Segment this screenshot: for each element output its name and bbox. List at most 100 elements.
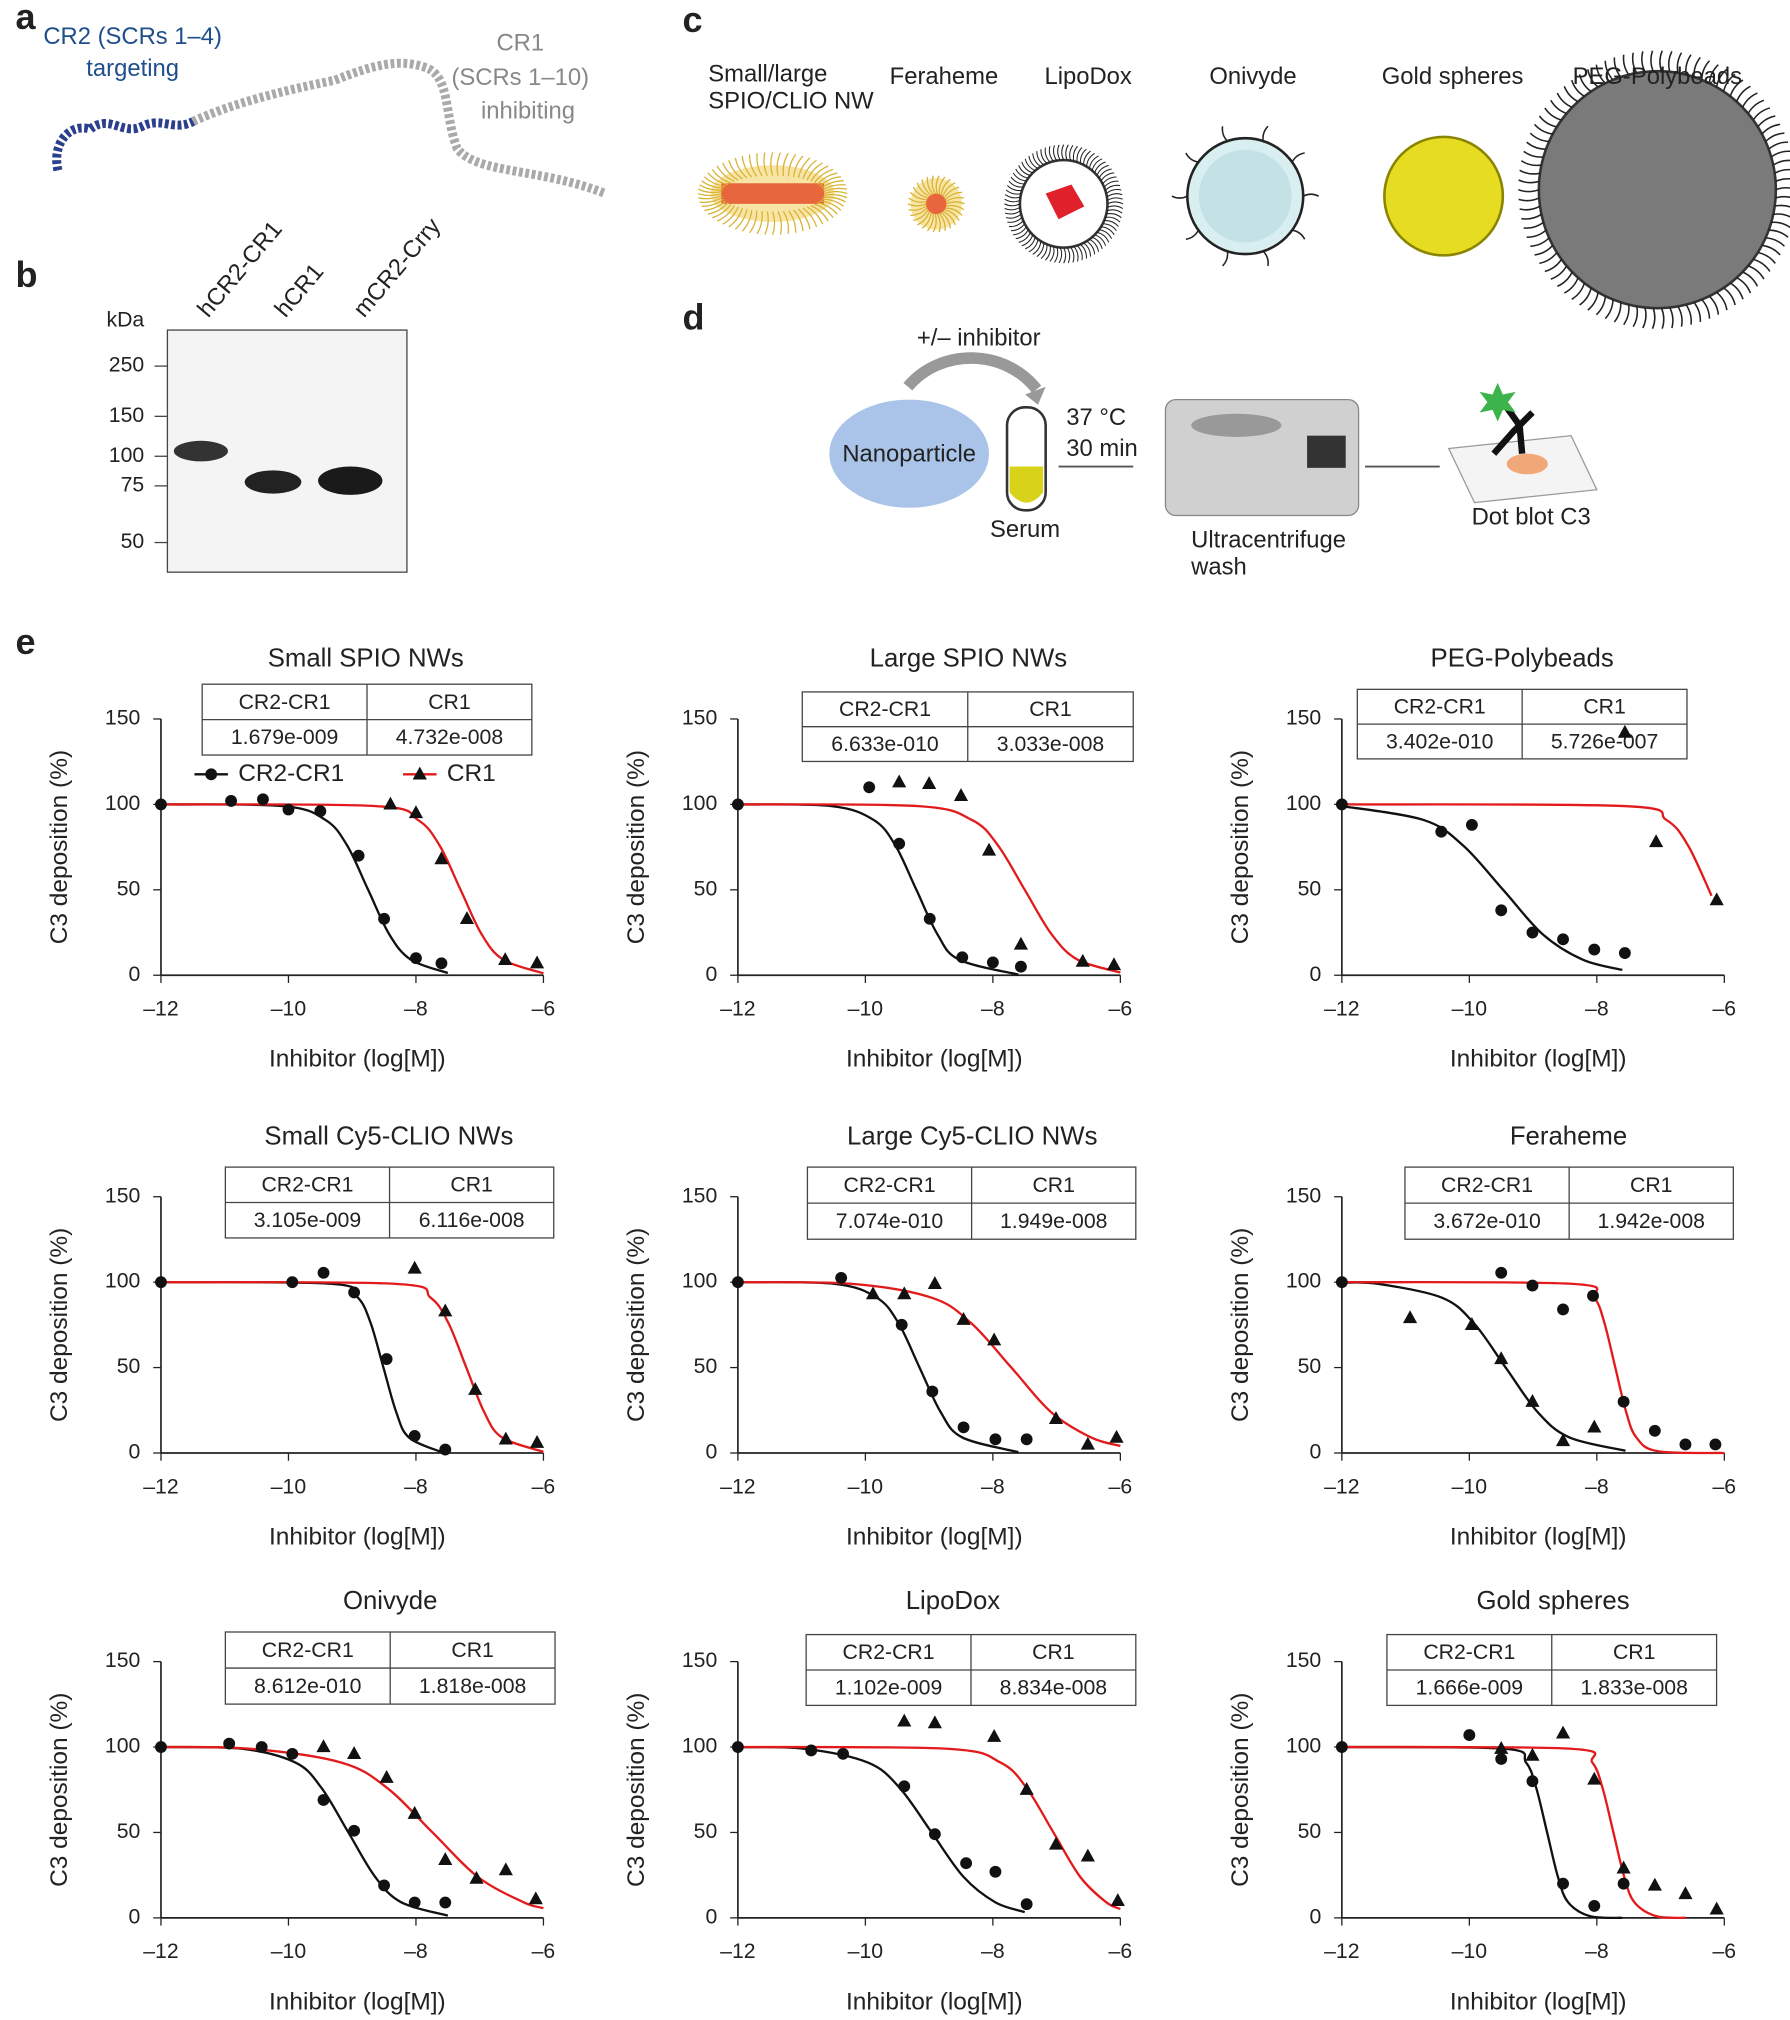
point bbox=[897, 1713, 912, 1727]
legend-label: CR2-CR1 bbox=[238, 760, 344, 787]
y-tick-label: 150 bbox=[1286, 706, 1321, 730]
hair bbox=[741, 209, 753, 232]
centrifuge-screen bbox=[1307, 435, 1346, 468]
y-axis-label: C3 deposition (%) bbox=[46, 1228, 73, 1422]
hair bbox=[916, 182, 930, 197]
x-tick-label: –10 bbox=[1452, 1474, 1487, 1498]
hair bbox=[1729, 282, 1744, 300]
x-tick-label: –10 bbox=[271, 1939, 306, 1963]
point bbox=[408, 1896, 421, 1909]
band bbox=[318, 466, 383, 495]
hair bbox=[1032, 241, 1042, 255]
hair bbox=[926, 213, 934, 232]
hair bbox=[1099, 229, 1113, 239]
hair bbox=[1086, 240, 1096, 255]
hair bbox=[1096, 231, 1110, 243]
y-tick-label: 0 bbox=[705, 1904, 717, 1928]
chart-title: Feraheme bbox=[1510, 1122, 1627, 1150]
point bbox=[1463, 1729, 1476, 1741]
x-tick-label: –12 bbox=[143, 1939, 178, 1963]
hair bbox=[1083, 150, 1091, 165]
table-cell: 1.818e-008 bbox=[419, 1674, 526, 1698]
point bbox=[408, 1429, 421, 1442]
fit-curve bbox=[160, 1745, 544, 1910]
hair bbox=[1107, 197, 1123, 201]
hair bbox=[1262, 125, 1269, 142]
gold bbox=[1383, 135, 1505, 257]
hair bbox=[1032, 153, 1042, 167]
hair bbox=[1539, 251, 1558, 265]
hair bbox=[1073, 246, 1079, 262]
y-tick-label: 150 bbox=[1286, 1183, 1321, 1207]
fit-curve bbox=[160, 1745, 449, 1917]
table-cell: 3.105e-009 bbox=[254, 1208, 361, 1232]
x-tick-label: –12 bbox=[720, 997, 755, 1021]
y-tick-label: 50 bbox=[1298, 876, 1322, 900]
point bbox=[1335, 1276, 1348, 1289]
hair bbox=[1747, 265, 1765, 280]
hair bbox=[697, 192, 722, 197]
hair bbox=[787, 153, 797, 177]
point bbox=[1019, 1782, 1034, 1795]
hair bbox=[1091, 236, 1103, 250]
x-tick-label: –6 bbox=[1109, 997, 1133, 1021]
x-tick-label: –12 bbox=[1324, 997, 1359, 1021]
point bbox=[923, 912, 936, 925]
y-tick-label: 0 bbox=[1309, 1440, 1321, 1464]
fit-curve bbox=[737, 1280, 1019, 1454]
y-axis-label: C3 deposition (%) bbox=[1227, 1693, 1254, 1887]
hair bbox=[1579, 287, 1592, 306]
legend-marker bbox=[412, 766, 427, 780]
hair bbox=[1076, 147, 1083, 163]
point bbox=[498, 1431, 513, 1445]
hair bbox=[1107, 201, 1124, 205]
hair bbox=[1004, 198, 1021, 203]
label-star bbox=[1479, 382, 1516, 422]
hair bbox=[1040, 244, 1048, 259]
hair bbox=[806, 206, 824, 225]
y-tick-label: 50 bbox=[1298, 1819, 1322, 1843]
centrifuge-lid bbox=[1191, 413, 1282, 437]
hair bbox=[817, 201, 838, 215]
hair bbox=[1770, 150, 1790, 158]
hair bbox=[1520, 160, 1542, 167]
hair bbox=[1106, 213, 1122, 219]
hair bbox=[1021, 234, 1034, 247]
hair bbox=[1057, 144, 1061, 161]
point bbox=[1495, 904, 1508, 917]
x-tick-label: –8 bbox=[404, 1939, 428, 1963]
hair bbox=[1072, 145, 1078, 162]
hair bbox=[943, 186, 960, 199]
marker-label: 50 bbox=[121, 529, 145, 553]
hair bbox=[1595, 296, 1607, 316]
point bbox=[892, 774, 907, 788]
label: 30 min bbox=[1066, 435, 1137, 462]
hair bbox=[1518, 197, 1540, 202]
fit-curve bbox=[737, 803, 1019, 976]
hair bbox=[1008, 220, 1024, 228]
band bbox=[173, 440, 228, 462]
table-header: CR2-CR1 bbox=[239, 690, 331, 714]
point bbox=[1649, 834, 1664, 848]
hair bbox=[1677, 305, 1683, 327]
hair bbox=[945, 207, 963, 216]
x-tick-label: –8 bbox=[404, 997, 428, 1021]
y-tick-label: 0 bbox=[129, 1440, 141, 1464]
point bbox=[257, 793, 269, 806]
point bbox=[1465, 818, 1478, 831]
hair bbox=[1757, 251, 1776, 264]
x-tick-label: –6 bbox=[532, 1939, 556, 1963]
y-tick-label: 150 bbox=[682, 1183, 717, 1207]
x-tick-label: –8 bbox=[1585, 997, 1609, 1021]
x-tick-label: –8 bbox=[981, 1474, 1005, 1498]
point bbox=[408, 805, 424, 819]
hair bbox=[1518, 179, 1540, 184]
point bbox=[895, 1318, 908, 1331]
hair bbox=[821, 180, 844, 189]
point bbox=[1048, 1411, 1064, 1424]
point bbox=[459, 911, 475, 925]
point bbox=[865, 1286, 881, 1300]
point bbox=[1335, 798, 1348, 811]
hair bbox=[782, 152, 789, 176]
table-header: CR2-CR1 bbox=[843, 1640, 935, 1664]
